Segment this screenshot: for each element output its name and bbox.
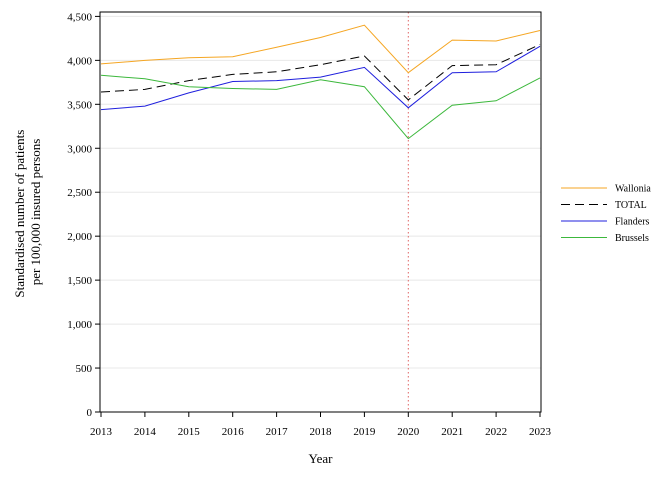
x-tick-label: 2021 bbox=[441, 426, 463, 438]
legend-label-flanders: Flanders bbox=[615, 217, 650, 228]
x-tick-label: 2020 bbox=[397, 426, 420, 438]
y-tick-label: 2,500 bbox=[67, 187, 92, 199]
y-tick-label: 1,500 bbox=[67, 275, 92, 287]
series-line-brussels bbox=[100, 74, 541, 140]
x-tick-label: 2022 bbox=[485, 426, 507, 438]
y-tick-label: 1,000 bbox=[67, 319, 92, 331]
legend-label-brussels: Brussels bbox=[615, 233, 649, 244]
x-tick-label: 2014 bbox=[134, 426, 157, 438]
x-tick-label: 2018 bbox=[310, 426, 333, 438]
y-tick-label: 3,500 bbox=[67, 99, 92, 111]
y-axis-ticks: 0 500 1,000 1,500 2,000 2,500 3,000 3,500 4,000 4… bbox=[67, 11, 100, 419]
series-lines bbox=[100, 24, 541, 140]
legend: Wallonia TOTAL Flanders Brussels bbox=[561, 184, 651, 244]
x-tick-label: 2013 bbox=[90, 426, 113, 438]
y-tick-label: 4,500 bbox=[67, 11, 92, 23]
x-tick-label: 2017 bbox=[266, 426, 289, 438]
x-axis-ticks: 2013 2014 2015 2016 2017 2018 2019 2020 2021 2022… bbox=[90, 412, 552, 438]
y-tick-label: 2,000 bbox=[67, 231, 92, 243]
series-line-flanders bbox=[100, 45, 541, 111]
x-tick-label: 2016 bbox=[222, 426, 245, 438]
gridlines bbox=[100, 15, 541, 369]
x-tick-label: 2015 bbox=[178, 426, 201, 438]
y-tick-label: 500 bbox=[76, 363, 93, 375]
y-axis-title: Standardised number of patients per 100,… bbox=[12, 126, 43, 297]
y-tick-label: 0 bbox=[87, 407, 93, 419]
legend-label-wallonia: Wallonia bbox=[615, 184, 651, 195]
y-axis-title-line-1: Standardised number of patients bbox=[12, 130, 27, 298]
y-tick-label: 4,000 bbox=[67, 55, 92, 67]
series-line-total bbox=[100, 44, 541, 101]
legend-label-total: TOTAL bbox=[615, 200, 647, 211]
x-tick-label: 2019 bbox=[353, 426, 376, 438]
x-axis-title: Year bbox=[309, 451, 334, 466]
y-axis-title-line-2: per 100,000 insured persons bbox=[28, 139, 43, 286]
series-line-wallonia bbox=[100, 24, 541, 74]
y-tick-label: 3,000 bbox=[67, 143, 92, 155]
x-tick-label: 2023 bbox=[529, 426, 552, 438]
